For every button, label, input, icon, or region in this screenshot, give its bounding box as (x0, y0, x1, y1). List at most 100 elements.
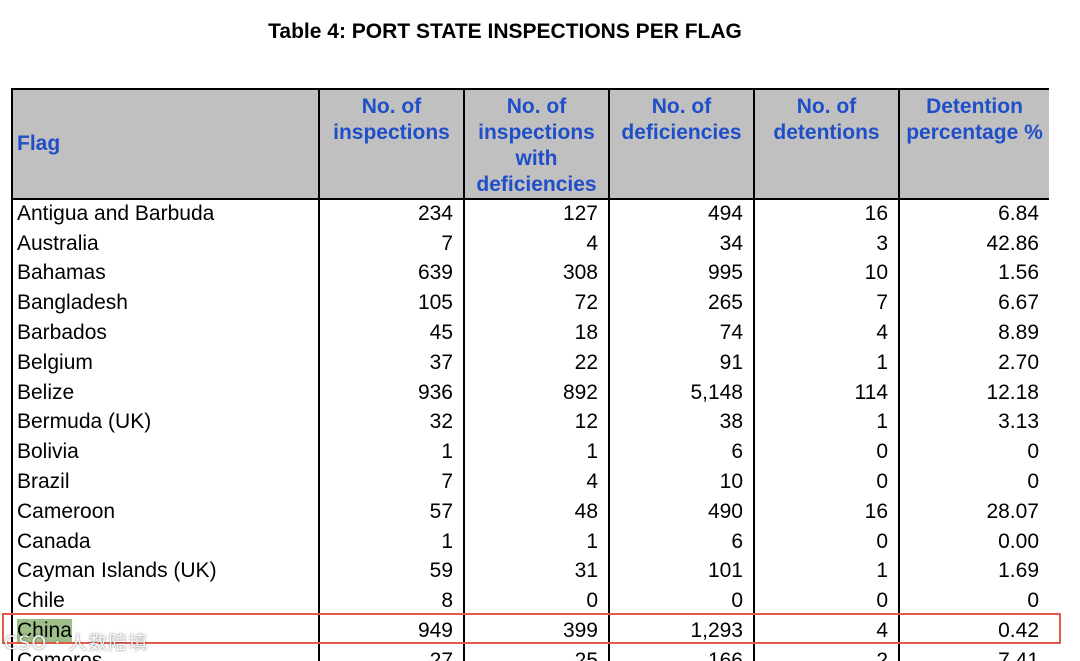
flag-cell: Canada (11, 526, 320, 557)
table-row: Cameroon 57 48 490 16 28.07 (11, 496, 1049, 527)
inspections-cell: 7 (318, 467, 465, 497)
inspections-cell: 639 (318, 258, 465, 289)
inspections-table: Flag No. of inspections No. of inspectio… (11, 88, 1049, 661)
detention-percentage-cell: 0 (898, 437, 1049, 468)
flag-cell: Belgium (11, 347, 320, 378)
detentions-cell: 4 (753, 616, 900, 646)
detentions-cell: 10 (753, 258, 900, 289)
inspections-cell: 1 (318, 526, 465, 557)
detentions-cell: 0 (753, 467, 900, 497)
flag-cell: Barbados (11, 318, 320, 348)
inspections-with-deficiencies-cell: 1 (463, 437, 610, 468)
inspections-cell: 105 (318, 288, 465, 319)
detention-percentage-cell: 6.67 (898, 288, 1049, 319)
detentions-cell: 0 (753, 437, 900, 468)
detentions-cell: 1 (753, 556, 900, 587)
flag-name: Bahamas (17, 261, 106, 285)
detentions-cell: 16 (753, 198, 900, 229)
table-row: Bangladesh 105 72 265 7 6.67 (11, 288, 1049, 319)
table-body: Antigua and Barbuda 234 127 494 16 6.84 Austra… (11, 198, 1049, 661)
flag-cell: Chile (11, 586, 320, 617)
flag-cell: Brazil (11, 467, 320, 497)
flag-name: Antigua and Barbuda (17, 202, 215, 226)
deficiencies-cell: 0 (608, 586, 755, 617)
table-row: Bolivia 1 1 6 0 0 (11, 437, 1049, 468)
deficiencies-cell: 6 (608, 437, 755, 468)
flag-name: Comoros (17, 648, 103, 661)
detention-percentage-cell: 12.18 (898, 377, 1049, 408)
flag-cell: Antigua and Barbuda (11, 198, 320, 229)
detentions-cell: 4 (753, 318, 900, 348)
detention-percentage-cell: 28.07 (898, 496, 1049, 527)
inspections-cell: 59 (318, 556, 465, 587)
detention-percentage-cell: 42.86 (898, 228, 1049, 259)
flag-name: Bermuda (UK) (17, 410, 152, 434)
detention-percentage-cell: 8.89 (898, 318, 1049, 348)
flag-cell: Bolivia (11, 437, 320, 468)
deficiencies-cell: 34 (608, 228, 755, 259)
table-row: Chile 8 0 0 0 0 (11, 586, 1049, 617)
flag-name: Brazil (17, 470, 70, 494)
deficiencies-cell: 1,293 (608, 616, 755, 646)
deficiencies-cell: 490 (608, 496, 755, 527)
header-inspections-with-deficiencies: No. of inspections with deficiencies (463, 88, 610, 200)
inspections-with-deficiencies-cell: 31 (463, 556, 610, 587)
header-detention-percentage: Detention percentage % (898, 88, 1049, 200)
inspections-with-deficiencies-cell: 4 (463, 467, 610, 497)
flag-name: China (17, 619, 72, 643)
table-row: China 949 399 1,293 4 0.42 (11, 616, 1049, 646)
inspections-cell: 45 (318, 318, 465, 348)
detentions-cell: 1 (753, 407, 900, 438)
detention-percentage-cell: 3.13 (898, 407, 1049, 438)
inspections-with-deficiencies-cell: 12 (463, 407, 610, 438)
inspections-cell: 936 (318, 377, 465, 408)
table-header-row: Flag No. of inspections No. of inspectio… (11, 88, 1049, 200)
detention-percentage-cell: 0 (898, 467, 1049, 497)
flag-cell: Belize (11, 377, 320, 408)
flag-name: Cameroon (17, 499, 116, 523)
table-row: Belize 936 892 5,148 114 12.18 (11, 377, 1049, 408)
detentions-cell: 1 (753, 347, 900, 378)
page-title: Table 4: PORT STATE INSPECTIONS PER FLAG (268, 20, 742, 43)
flag-name: Bangladesh (17, 291, 128, 315)
header-flag: Flag (11, 88, 320, 200)
inspections-cell: 32 (318, 407, 465, 438)
detentions-cell: 3 (753, 228, 900, 259)
deficiencies-cell: 38 (608, 407, 755, 438)
deficiencies-cell: 995 (608, 258, 755, 289)
flag-name: Cayman Islands (UK) (17, 559, 217, 583)
header-detentions: No. of detentions (753, 88, 900, 200)
inspections-with-deficiencies-cell: 308 (463, 258, 610, 289)
flag-cell: Bangladesh (11, 288, 320, 319)
inspections-with-deficiencies-cell: 399 (463, 616, 610, 646)
inspections-with-deficiencies-cell: 892 (463, 377, 610, 408)
deficiencies-cell: 101 (608, 556, 755, 587)
table-row: Antigua and Barbuda 234 127 494 16 6.84 (11, 198, 1049, 229)
inspections-with-deficiencies-cell: 18 (463, 318, 610, 348)
detention-percentage-cell: 0.00 (898, 526, 1049, 557)
watermark: CSO · 人数陪填 (4, 632, 149, 654)
detentions-cell: 16 (753, 496, 900, 527)
header-inspections: No. of inspections (318, 88, 465, 200)
flag-name: Bolivia (17, 440, 79, 464)
table-row: Cayman Islands (UK) 59 31 101 1 1.69 (11, 556, 1049, 587)
table-row: Brazil 7 4 10 0 0 (11, 467, 1049, 497)
detention-percentage-cell: 0 (898, 586, 1049, 617)
inspections-with-deficiencies-cell: 0 (463, 586, 610, 617)
inspections-with-deficiencies-cell: 72 (463, 288, 610, 319)
deficiencies-cell: 74 (608, 318, 755, 348)
flag-cell: Bahamas (11, 258, 320, 289)
inspections-with-deficiencies-cell: 127 (463, 198, 610, 229)
detention-percentage-cell: 1.69 (898, 556, 1049, 587)
inspections-cell: 8 (318, 586, 465, 617)
inspections-cell: 57 (318, 496, 465, 527)
deficiencies-cell: 6 (608, 526, 755, 557)
inspections-cell: 7 (318, 228, 465, 259)
inspections-with-deficiencies-cell: 1 (463, 526, 610, 557)
inspections-cell: 37 (318, 347, 465, 378)
detentions-cell: 7 (753, 288, 900, 319)
header-deficiencies: No. of deficiencies (608, 88, 755, 200)
flag-cell: Cameroon (11, 496, 320, 527)
detention-percentage-cell: 2.70 (898, 347, 1049, 378)
flag-name: Belgium (17, 350, 93, 374)
